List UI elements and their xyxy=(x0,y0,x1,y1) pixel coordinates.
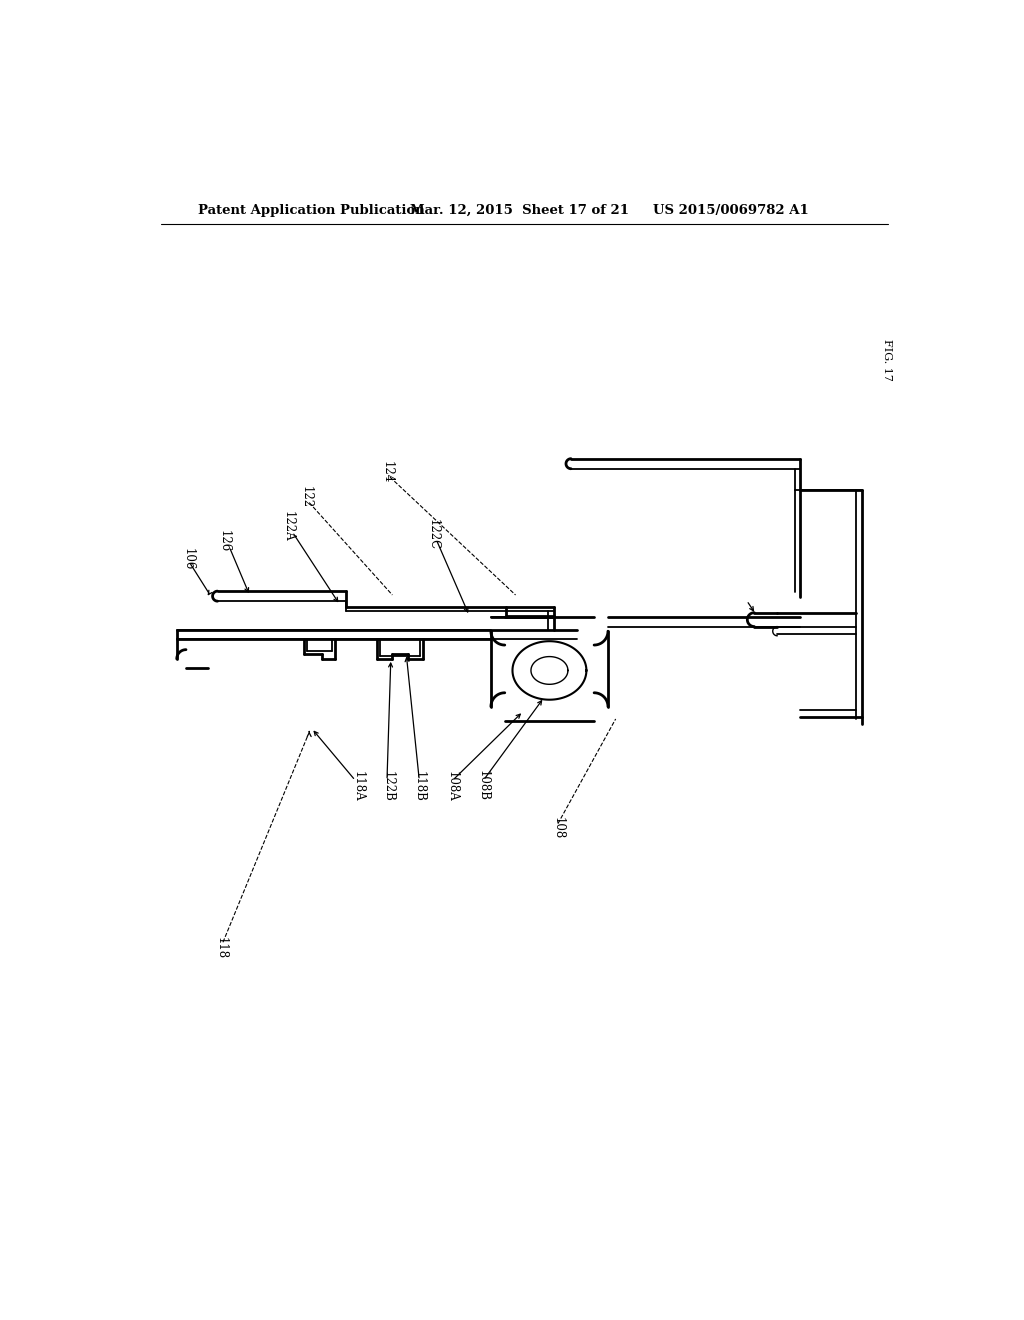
Text: 122A: 122A xyxy=(282,511,295,541)
Text: 106: 106 xyxy=(182,548,195,570)
Text: 118A: 118A xyxy=(351,771,365,801)
Text: FIG. 17: FIG. 17 xyxy=(883,339,893,381)
Text: 122C: 122C xyxy=(427,519,439,549)
Text: US 2015/0069782 A1: US 2015/0069782 A1 xyxy=(653,205,809,218)
Text: 108A: 108A xyxy=(445,771,459,801)
Text: 122B: 122B xyxy=(382,771,395,801)
Text: 122: 122 xyxy=(300,486,312,508)
Text: 108B: 108B xyxy=(477,771,489,801)
Text: 118: 118 xyxy=(215,937,228,958)
Text: 108: 108 xyxy=(551,817,564,840)
Text: Patent Application Publication: Patent Application Publication xyxy=(199,205,425,218)
Text: 124: 124 xyxy=(381,461,393,483)
Text: 126: 126 xyxy=(218,529,231,552)
Text: 118B: 118B xyxy=(413,771,426,801)
Text: Mar. 12, 2015  Sheet 17 of 21: Mar. 12, 2015 Sheet 17 of 21 xyxy=(410,205,629,218)
